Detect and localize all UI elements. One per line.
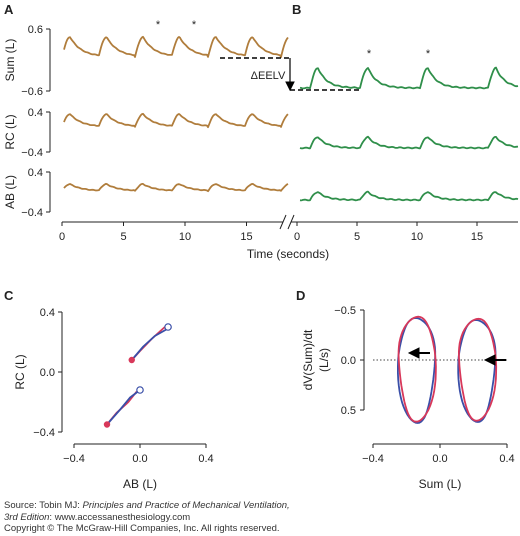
time-tick-label-a: 0 xyxy=(59,231,65,243)
delta-eelv-label: ΔEELV xyxy=(251,70,286,82)
c-marker-1 xyxy=(128,356,135,364)
panel-d-axes xyxy=(360,309,508,448)
rc-tick-top: 0.4 xyxy=(28,107,43,119)
arrow-left-icon-1 xyxy=(407,347,420,359)
ab-y-axis xyxy=(46,171,51,213)
panel-d-loops xyxy=(397,315,498,424)
sum-trace-b xyxy=(299,66,519,90)
d-y-label-units: (L/s) xyxy=(317,348,331,372)
figure-caption: Source: Tobin MJ: Principles and Practic… xyxy=(4,500,516,535)
c-marker-2 xyxy=(164,323,172,331)
time-axis-label: Time (seconds) xyxy=(247,247,329,261)
ab-tick-top: 0.4 xyxy=(28,167,43,179)
c-y-label: RC (L) xyxy=(13,354,27,389)
caption-website: : www.accessanesthesiology.com xyxy=(49,511,191,523)
d-y-label: dV(Sum)/dt xyxy=(301,329,315,390)
panel-letter-c: C xyxy=(4,288,14,303)
sum-tick-top: 0.6 xyxy=(28,24,43,36)
panel-d-arrows xyxy=(407,347,506,366)
c-x-label: AB (L) xyxy=(123,477,157,491)
asterisk-b-1: * xyxy=(367,48,372,60)
time-ticks-b: 0 5 10 15 xyxy=(294,222,483,243)
d-xtick-1: −0.4 xyxy=(362,453,384,465)
arrow-left-icon-2 xyxy=(483,354,496,366)
time-tick-label-b: 0 xyxy=(294,231,300,243)
asterisk-a-1: * xyxy=(156,19,161,31)
panel-letter-a: A xyxy=(4,2,14,17)
sum-trace-a xyxy=(63,35,289,58)
time-tick-label-b: 5 xyxy=(354,231,360,243)
c-xtick-1: −0.4 xyxy=(63,453,85,465)
time-tick-label-b: 15 xyxy=(471,231,483,243)
asterisk-a-2: * xyxy=(192,19,197,31)
rc-trace-a xyxy=(63,112,289,129)
c-ytick-1: 0.4 xyxy=(40,307,55,319)
panel-c-x-axis xyxy=(73,443,207,448)
c-ytick-2: 0.0 xyxy=(40,367,55,379)
rc-trace-b xyxy=(299,135,519,150)
panel-d-x-axis xyxy=(372,443,508,448)
d-ytick-2: 0.0 xyxy=(341,355,356,367)
caption-book-title: Principles and Practice of Mechanical Ve… xyxy=(82,500,290,511)
caption-source-prefix: Source: Tobin MJ: xyxy=(4,500,83,511)
time-tick-label-a: 5 xyxy=(120,231,126,243)
time-axis xyxy=(62,214,518,230)
eelv-arrow-icon xyxy=(285,81,295,92)
time-tick-label-b: 10 xyxy=(411,231,423,243)
axis-break-icon xyxy=(279,214,295,230)
rc-y-axis xyxy=(46,111,51,153)
c-loop-4 xyxy=(106,389,141,426)
panel-a-axes xyxy=(46,28,51,213)
d-ytick-3: 0.5 xyxy=(341,405,356,417)
ab-trace-b xyxy=(299,190,519,202)
caption-copyright: Copyright © The McGraw-Hill Companies, I… xyxy=(4,523,280,534)
ab-trace-a xyxy=(63,182,289,193)
d-xtick-3: 0.4 xyxy=(499,453,514,465)
panel-c-y-axis xyxy=(58,311,63,433)
panel-c-axes xyxy=(58,311,207,448)
rc-tick-bottom: −0.4 xyxy=(21,147,43,159)
rc-y-label: RC (L) xyxy=(3,114,17,149)
d-x-label: Sum (L) xyxy=(419,477,462,491)
panel-letter-d: D xyxy=(296,288,305,303)
d-loop-red-1 xyxy=(397,315,437,423)
caption-edition-line: 3rd Edition: www.accessanesthesiology.co… xyxy=(4,512,516,524)
caption-edition: 3rd Edition xyxy=(4,511,50,523)
c-loop-2 xyxy=(131,327,169,361)
ab-y-label: AB (L) xyxy=(3,175,17,209)
ab-tick-bottom: −0.4 xyxy=(21,207,43,219)
sum-y-axis xyxy=(46,28,51,92)
panel-d-y-axis xyxy=(360,309,365,411)
sum-y-label: Sum (L) xyxy=(3,39,17,82)
time-tick-label-a: 10 xyxy=(179,231,191,243)
panel-letter-b: B xyxy=(292,2,301,17)
c-ytick-3: −0.4 xyxy=(33,427,55,439)
asterisk-b-2: * xyxy=(426,48,431,60)
c-marker-4 xyxy=(136,386,144,394)
c-xtick-3: 0.4 xyxy=(198,453,213,465)
figure-canvas: A B C D 0.6 −0.6 0.4 −0.4 0.4 −0.4 Sum (… xyxy=(3,2,519,491)
c-marker-3 xyxy=(103,421,111,428)
panel-a-traces xyxy=(63,35,289,193)
panel-c-loops xyxy=(103,323,172,428)
time-tick-label-a: 15 xyxy=(240,231,252,243)
caption-source-line: Source: Tobin MJ: Principles and Practic… xyxy=(4,500,516,512)
d-xtick-2: 0.0 xyxy=(432,453,447,465)
time-ticks-a: 0 5 10 15 xyxy=(59,222,253,243)
sum-tick-bottom: −0.6 xyxy=(21,86,43,98)
delta-eelv-annotation xyxy=(220,57,362,92)
panel-b-traces xyxy=(299,66,519,202)
c-xtick-2: 0.0 xyxy=(132,453,147,465)
d-ytick-1: −0.5 xyxy=(334,305,356,317)
